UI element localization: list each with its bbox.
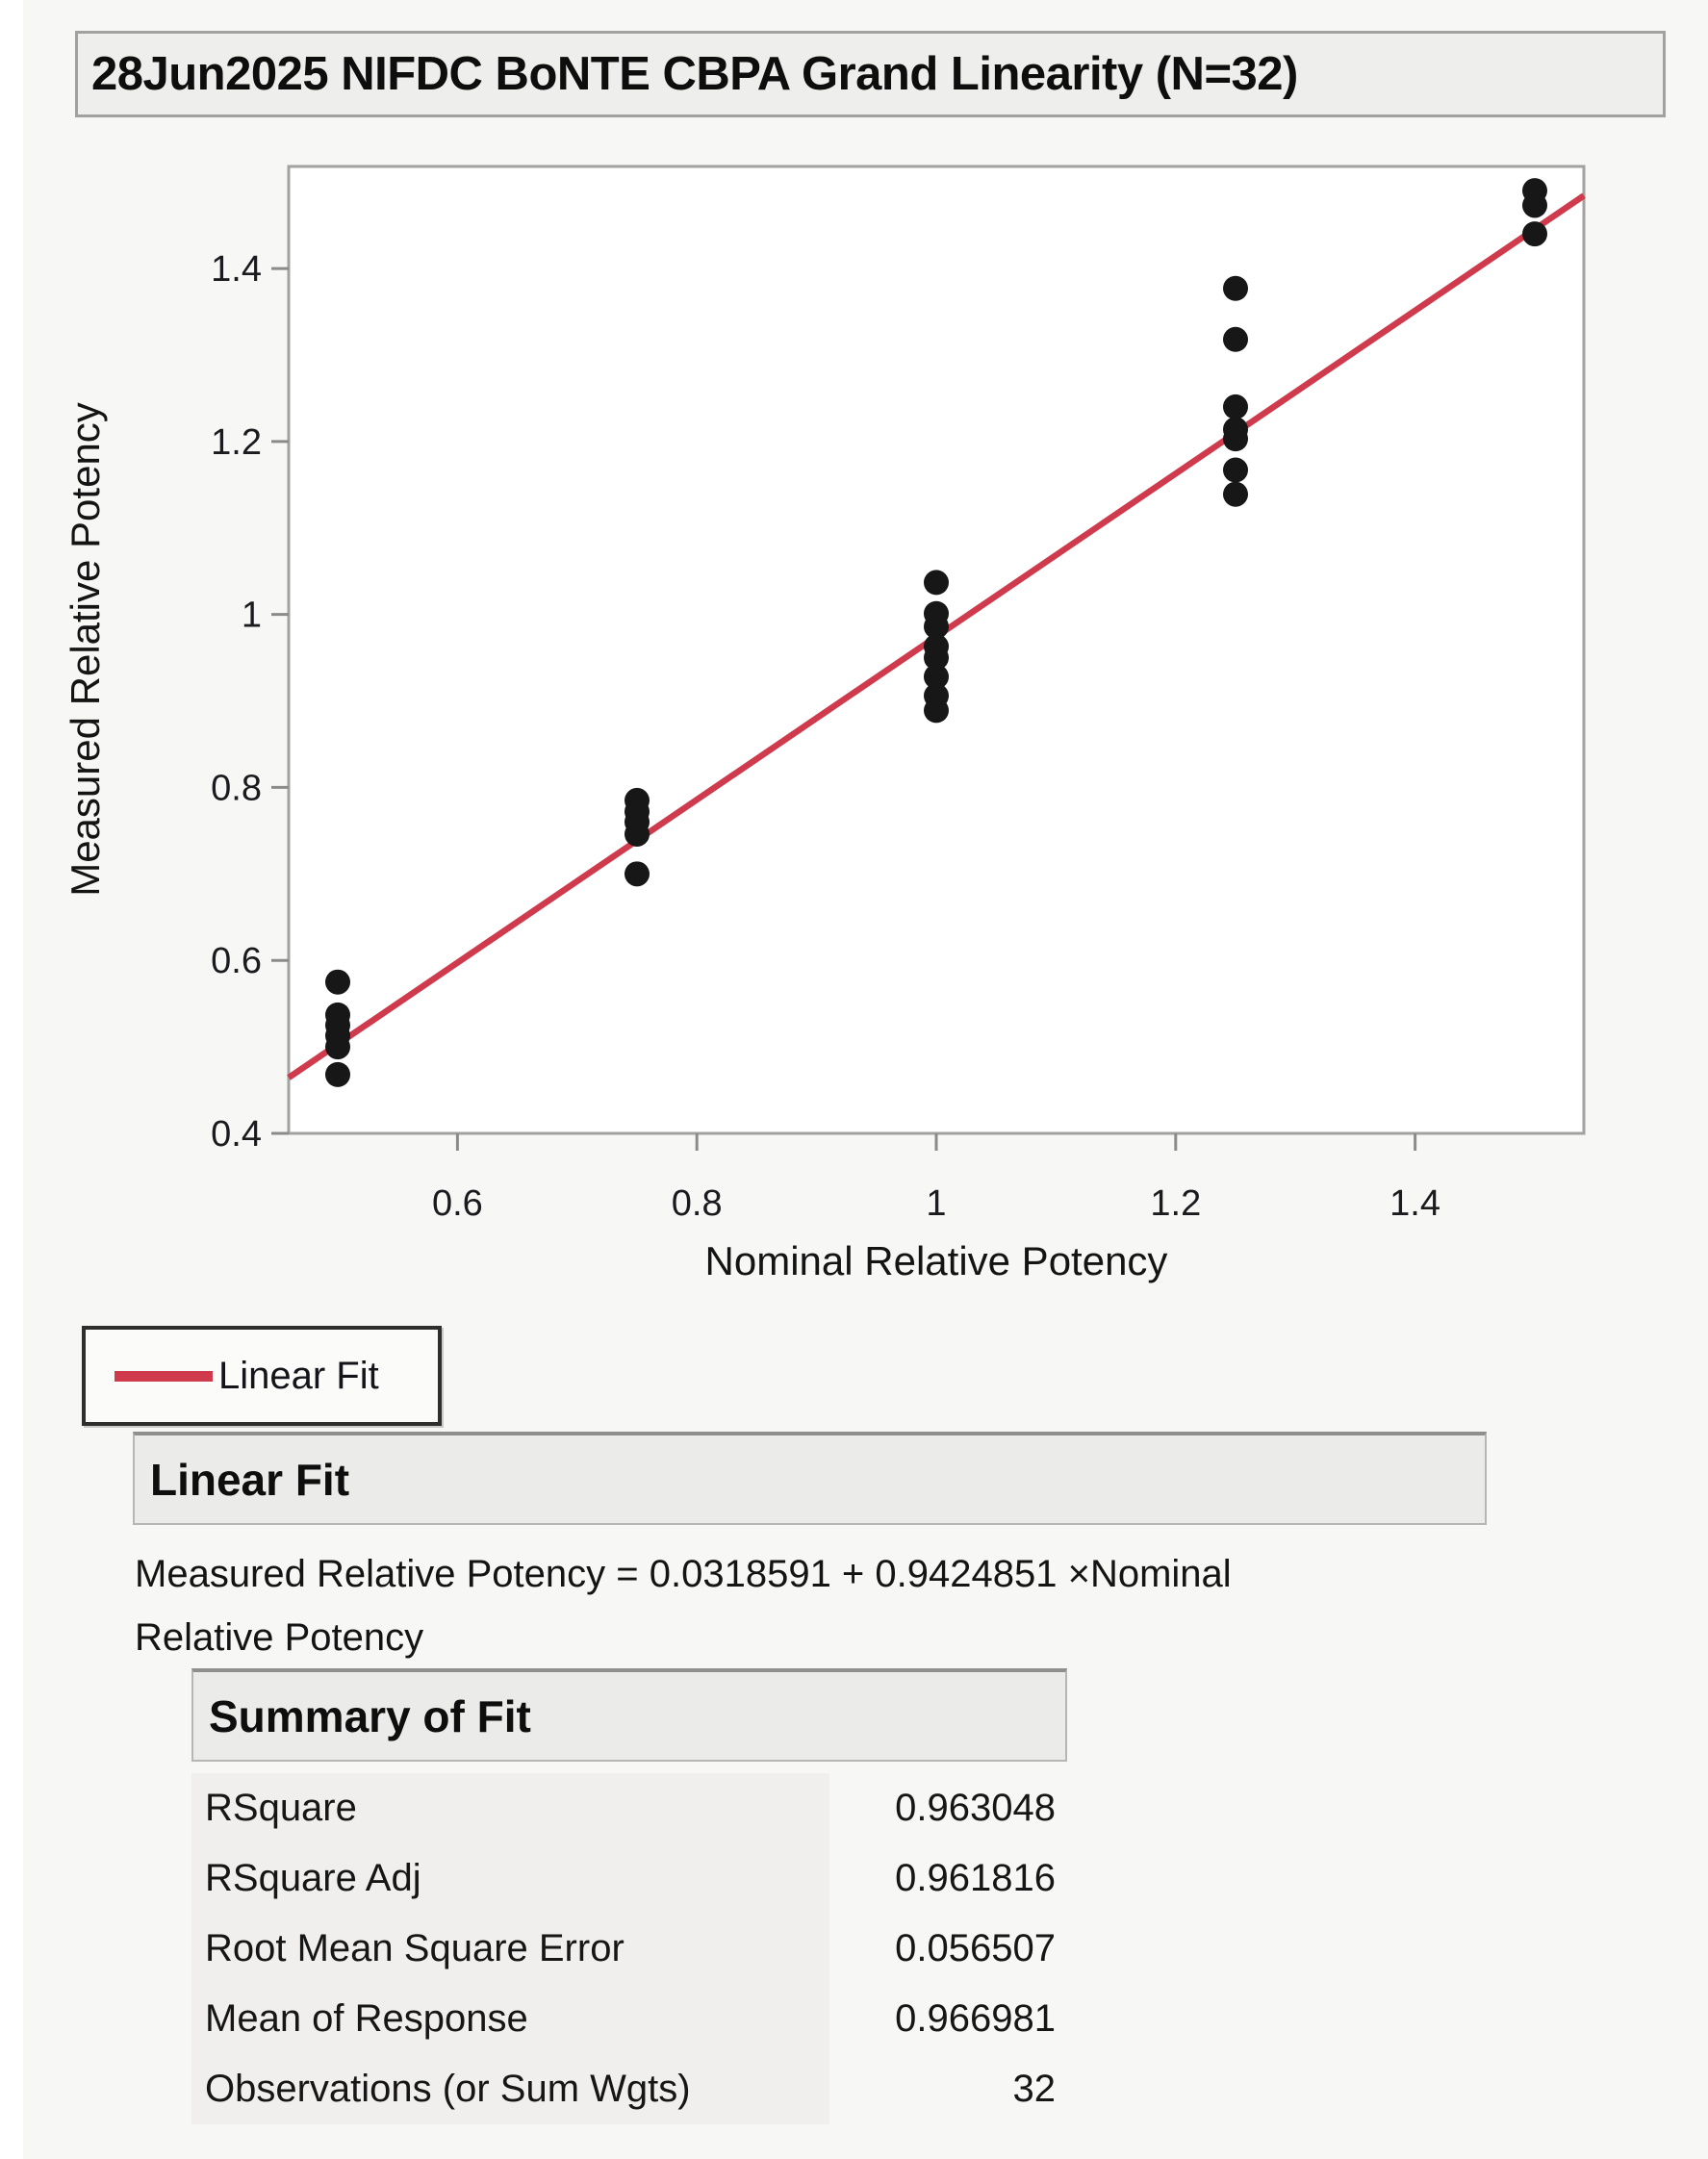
data-point[interactable] (625, 821, 650, 847)
x-axis-title: Nominal Relative Potency (705, 1238, 1168, 1283)
summary-row-label: RSquare (191, 1773, 829, 1843)
fit-line-swatch (115, 1370, 213, 1382)
y-tick-label: 1.2 (211, 422, 262, 463)
y-tick-label: 0.8 (211, 768, 262, 808)
summary-row: Mean of Response 0.966981 (191, 1984, 1056, 2054)
x-tick-label: 1 (926, 1183, 946, 1224)
summary-row: RSquare Adj 0.961816 (191, 1843, 1056, 1914)
data-point[interactable] (924, 664, 949, 690)
summary-row-value: 0.963048 (895, 1787, 1056, 1829)
y-tick-label: 1 (242, 596, 262, 636)
x-tick-label: 0.6 (432, 1183, 483, 1224)
summary-row-label: Mean of Response (191, 1984, 829, 2054)
legend-label: Linear Fit (218, 1354, 379, 1397)
summary-row-value: 32 (1012, 2068, 1057, 2110)
data-point[interactable] (924, 614, 949, 640)
legend-box: Linear Fit (82, 1326, 442, 1426)
data-point[interactable] (1222, 426, 1248, 452)
data-point[interactable] (625, 861, 650, 887)
summary-row: RSquare 0.963048 (191, 1773, 1056, 1843)
data-point[interactable] (325, 1061, 351, 1087)
data-point[interactable] (1222, 326, 1248, 352)
series-layer (287, 178, 1586, 1087)
fit-equation: Measured Relative Potency = 0.0318591 + … (135, 1542, 1568, 1669)
data-point[interactable] (1222, 275, 1248, 301)
summary-row: Observations (or Sum Wgts) 32 (191, 2054, 1056, 2124)
summary-row-value: 0.961816 (895, 1857, 1056, 1899)
section-header-summary-of-fit-label: Summary of Fit (209, 1690, 531, 1741)
summary-row: Root Mean Square Error 0.056507 (191, 1914, 1056, 1984)
data-point[interactable] (1521, 221, 1547, 247)
section-header-linear-fit-label: Linear Fit (150, 1454, 350, 1505)
fit-equation-line-1: Measured Relative Potency = 0.0318591 + … (135, 1553, 1232, 1595)
axis-ticks: 0.6 0.8 1 1.2 1.4 0.4 0.6 0.8 1 1.2 1.4 (211, 249, 1440, 1224)
data-point[interactable] (1521, 192, 1547, 218)
y-tick-label: 1.4 (211, 249, 262, 290)
section-header-linear-fit[interactable]: Linear Fit (133, 1432, 1487, 1525)
data-point[interactable] (1222, 457, 1248, 483)
data-point[interactable] (1222, 481, 1248, 507)
summary-row-value: 0.966981 (895, 1997, 1056, 2040)
x-tick-label: 0.8 (672, 1183, 723, 1224)
report-title: 28Jun2025 NIFDC BoNTE CBPA Grand Lineari… (91, 48, 1298, 100)
y-tick-label: 0.6 (211, 941, 262, 981)
fit-equation-line-2: Relative Potency (135, 1616, 424, 1659)
summary-row-value: 0.056507 (895, 1927, 1056, 1969)
data-point[interactable] (924, 698, 949, 724)
summary-row-label: RSquare Adj (191, 1843, 829, 1914)
linearity-scatter-plot: 0.6 0.8 1 1.2 1.4 0.4 0.6 0.8 1 1.2 1.4 Measured R… (63, 165, 1586, 1283)
summary-row-label: Observations (or Sum Wgts) (191, 2054, 829, 2124)
data-point[interactable] (924, 570, 949, 596)
data-point[interactable] (1222, 394, 1248, 419)
section-header-summary-of-fit[interactable]: Summary of Fit (191, 1668, 1067, 1762)
data-point[interactable] (325, 969, 351, 995)
y-tick-label: 0.4 (211, 1114, 262, 1155)
x-tick-label: 1.2 (1150, 1183, 1201, 1224)
summary-of-fit-table: RSquare 0.963048 RSquare Adj 0.961816 Root M… (191, 1773, 1056, 2124)
report-title-bar: 28Jun2025 NIFDC BoNTE CBPA Grand Lineari… (75, 31, 1666, 117)
data-point[interactable] (325, 1034, 351, 1060)
window-left-margin (0, 0, 23, 2159)
summary-row-label: Root Mean Square Error (191, 1914, 829, 1984)
data-point[interactable] (924, 645, 949, 671)
x-tick-label: 1.4 (1389, 1183, 1440, 1224)
y-axis-title: Measured Relative Potency (63, 402, 108, 897)
